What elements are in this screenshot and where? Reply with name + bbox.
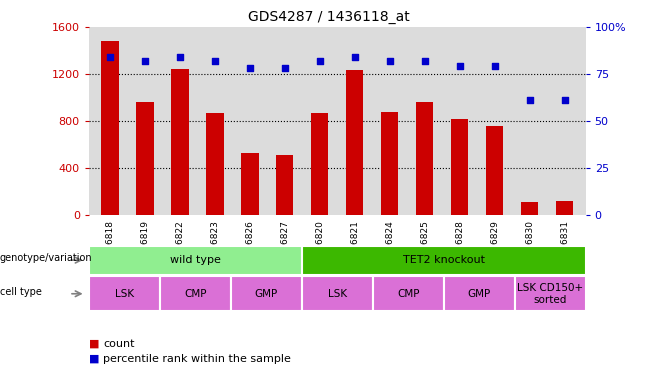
Point [105, 54, 115, 60]
Bar [486, 126, 503, 215]
Bar [556, 201, 573, 215]
Point [209, 58, 220, 64]
Point [280, 65, 290, 71]
Text: LSK: LSK [114, 289, 134, 299]
Text: wild type: wild type [170, 255, 220, 265]
Bar [311, 113, 328, 215]
Bar [451, 119, 468, 215]
Bar [206, 113, 224, 215]
Point [490, 63, 500, 70]
Bar [416, 102, 434, 215]
Text: genotype/variation: genotype/variation [0, 253, 93, 263]
Point [349, 54, 360, 60]
Bar [171, 69, 189, 215]
Bar [136, 102, 153, 215]
Text: LSK CD150+
sorted: LSK CD150+ sorted [517, 283, 583, 305]
Text: LSK: LSK [328, 289, 347, 299]
Bar [101, 41, 118, 215]
Text: count: count [103, 339, 135, 349]
Text: ■: ■ [89, 354, 99, 364]
Point [245, 65, 255, 71]
Bar [241, 153, 259, 215]
Point [174, 54, 185, 60]
Text: TET2 knockout: TET2 knockout [403, 255, 485, 265]
Point [384, 58, 395, 64]
Text: GMP: GMP [255, 289, 278, 299]
Point [139, 58, 150, 64]
Bar [381, 112, 399, 215]
Point [315, 58, 325, 64]
Point [419, 58, 430, 64]
Bar [521, 202, 538, 215]
Text: GMP: GMP [468, 289, 491, 299]
Text: GDS4287 / 1436118_at: GDS4287 / 1436118_at [248, 10, 410, 23]
Text: ■: ■ [89, 339, 99, 349]
Bar [346, 70, 363, 215]
Point [559, 97, 570, 103]
Text: percentile rank within the sample: percentile rank within the sample [103, 354, 291, 364]
Point [524, 97, 535, 103]
Bar [276, 155, 293, 215]
Text: CMP: CMP [184, 289, 207, 299]
Point [455, 63, 465, 70]
Text: cell type: cell type [0, 287, 42, 297]
Text: CMP: CMP [397, 289, 419, 299]
